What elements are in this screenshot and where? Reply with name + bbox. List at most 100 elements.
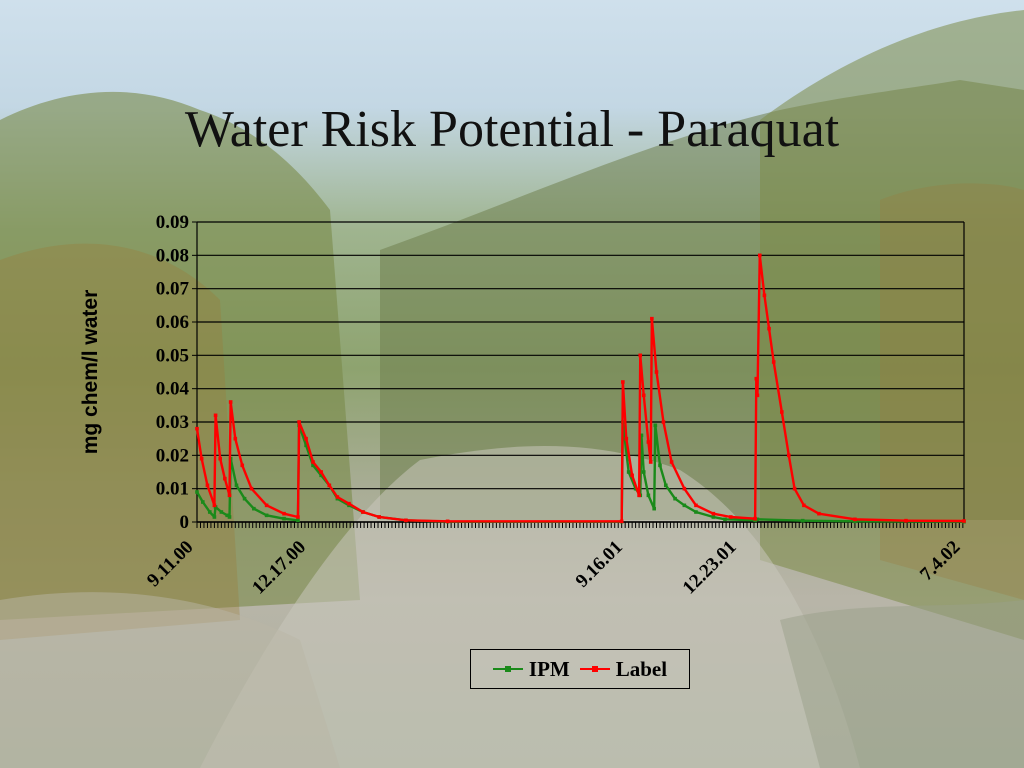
data-point-ipm: [282, 516, 286, 521]
y-tick-label: 0.01: [156, 479, 189, 500]
legend-label-label: Label: [615, 656, 668, 681]
data-point-label: [755, 393, 760, 398]
data-point-label: [218, 456, 223, 461]
data-point-ipm: [319, 473, 323, 478]
y-tick-label: 0.02: [156, 445, 189, 466]
data-point-label: [297, 420, 301, 424]
x-tick-label: 9.16.01: [572, 537, 627, 592]
data-point-ipm: [195, 490, 199, 494]
data-point-label: [646, 440, 651, 444]
data-point-label: [304, 436, 308, 441]
data-point-label: [757, 253, 762, 258]
data-point-label: [711, 511, 716, 516]
data-point-label: [786, 453, 791, 458]
data-point-label: [802, 503, 806, 508]
data-point-ipm: [201, 500, 205, 504]
data-point-ipm: [242, 496, 247, 501]
data-point-ipm: [252, 506, 256, 511]
data-point-ipm: [219, 510, 224, 514]
legend-swatch-ipm: [492, 664, 523, 674]
data-point-label: [205, 483, 210, 488]
data-point-label: [853, 517, 857, 522]
data-point-label: [962, 519, 966, 523]
y-tick-label: 0.08: [156, 245, 189, 266]
data-point-ipm: [694, 510, 698, 514]
y-tick-label: 0.03: [156, 412, 189, 433]
data-point-label: [767, 326, 771, 331]
data-point-ipm: [212, 515, 217, 519]
data-point-ipm: [264, 513, 269, 518]
series-line-label: [195, 254, 965, 523]
data-point-ipm: [646, 493, 651, 498]
data-point-ipm: [641, 470, 646, 474]
x-tick-label: 9.11.00: [143, 537, 197, 591]
data-point-label: [728, 515, 733, 519]
data-point-label: [682, 486, 687, 491]
data-point-label: [347, 501, 351, 506]
y-axis-label: mg chem/l water: [79, 290, 102, 455]
data-point-ipm: [755, 517, 760, 522]
data-point-ipm: [304, 443, 308, 448]
data-point-label: [361, 510, 365, 514]
y-tick-label: 0.07: [156, 279, 190, 300]
data-point-label: [240, 463, 245, 468]
y-axis-ticks: 0 0.01 0.02 0.03 0.04 0.05 0.06 0.07 0.08 0.09: [156, 212, 190, 533]
data-point-ipm: [800, 518, 805, 523]
data-point-label: [817, 511, 821, 516]
legend: IPM Label: [470, 649, 690, 689]
x-axis-ticks: 9.11.00 12.17.00 9.16.01 12.23.01 7.4.02: [143, 537, 964, 599]
gridlines: [192, 221, 965, 523]
data-point-ipm: [663, 483, 668, 488]
data-point-label: [249, 486, 254, 491]
y-tick-label: 0.06: [156, 312, 189, 333]
data-point-label: [624, 436, 629, 441]
x-tick-label: 12.17.00: [248, 537, 310, 599]
data-point-label: [754, 376, 759, 381]
data-point-label: [641, 393, 646, 398]
data-point-label: [213, 413, 218, 418]
data-point-label: [311, 460, 315, 464]
data-point-ipm: [682, 503, 687, 508]
legend-label-ipm: IPM: [528, 656, 570, 681]
x-axis: [196, 521, 964, 528]
data-point-ipm: [207, 510, 212, 514]
data-point-ipm: [658, 463, 662, 468]
data-point-label: [638, 353, 643, 358]
data-point-ipm: [311, 463, 315, 468]
data-point-label: [637, 493, 641, 498]
data-point-label: [335, 495, 340, 499]
x-tick-label: 7.4.02: [916, 537, 964, 585]
series-group: [195, 253, 966, 524]
data-point-label: [319, 470, 323, 474]
data-point-label: [762, 293, 767, 298]
legend-item-label: Label: [579, 656, 668, 682]
y-tick-label: 0.09: [156, 212, 189, 233]
data-point-label: [377, 515, 381, 519]
data-point-ipm: [227, 515, 232, 519]
data-point-label: [327, 483, 332, 488]
data-point-ipm: [652, 506, 656, 511]
series-label: [195, 253, 966, 524]
data-point-ipm: [225, 513, 229, 518]
data-point-label: [694, 503, 698, 508]
data-point-ipm: [296, 518, 300, 523]
y-tick-label: 0.05: [156, 345, 189, 366]
x-tick-label: 12.23.01: [679, 537, 741, 599]
data-point-label: [654, 370, 659, 374]
series-ipm: [195, 420, 966, 524]
series-line-ipm: [195, 420, 965, 523]
data-point-label: [264, 503, 269, 508]
data-point-label: [233, 436, 238, 441]
data-point-ipm: [639, 433, 644, 438]
data-point-label: [223, 476, 227, 481]
data-point-label: [619, 519, 624, 524]
data-point-ipm: [234, 483, 239, 488]
y-tick-label: 0: [180, 512, 190, 533]
data-point-ipm: [723, 517, 727, 522]
data-point-label: [753, 516, 757, 521]
data-point-label: [296, 515, 300, 519]
data-point-ipm: [853, 519, 857, 524]
data-point-label: [195, 426, 199, 431]
